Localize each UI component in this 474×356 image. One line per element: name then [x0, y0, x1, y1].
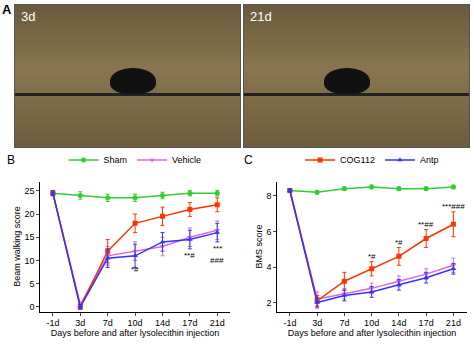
svg-text:Days before and after lysoleci: Days before and after lysolecithin injec…	[288, 328, 457, 338]
svg-text:*#: *#	[131, 265, 139, 274]
svg-text:25: 25	[24, 186, 34, 196]
svg-text:Days before and after lysoleci: Days before and after lysolecithin injec…	[51, 328, 220, 338]
svg-text:Antp: Antp	[420, 155, 439, 165]
svg-text:14d: 14d	[391, 318, 406, 328]
svg-text:*#: *#	[368, 252, 376, 261]
svg-text:***: ***	[213, 244, 222, 253]
svg-text:8: 8	[266, 191, 271, 201]
svg-text:10d: 10d	[364, 318, 379, 328]
svg-text:3d: 3d	[312, 318, 322, 328]
svg-text:###: ###	[210, 256, 224, 265]
svg-text:17d: 17d	[419, 318, 434, 328]
svg-text:3d: 3d	[75, 318, 85, 328]
svg-text:0: 0	[29, 302, 34, 312]
svg-text:-1d: -1d	[283, 318, 296, 328]
svg-text:**##: **##	[418, 220, 434, 229]
html-text:3d: 3d	[21, 9, 36, 24]
svg-text:15: 15	[24, 232, 34, 242]
svg-text:Sham: Sham	[104, 155, 128, 165]
svg-text:17d: 17d	[182, 318, 197, 328]
svg-text:-1d: -1d	[46, 318, 59, 328]
svg-text:14d: 14d	[155, 318, 170, 328]
svg-text:Vehicle: Vehicle	[172, 155, 201, 165]
svg-text:21d: 21d	[446, 318, 461, 328]
svg-text:BMS score: BMS score	[254, 225, 264, 269]
svg-text:10d: 10d	[128, 318, 143, 328]
svg-text:10: 10	[24, 256, 34, 266]
svg-text:6: 6	[266, 227, 271, 237]
svg-text:Beam walking score: Beam walking score	[12, 206, 22, 287]
html-text:21d: 21d	[250, 9, 272, 24]
svg-text:COG112: COG112	[340, 155, 375, 165]
html-text:A: A	[2, 2, 12, 17]
svg-text:7d: 7d	[103, 318, 113, 328]
svg-text:**#: **#	[184, 251, 195, 260]
svg-text:4: 4	[266, 262, 271, 272]
svg-text:*#: *#	[395, 238, 403, 247]
svg-text:7d: 7d	[339, 318, 349, 328]
svg-text:20: 20	[24, 209, 34, 219]
svg-text:5: 5	[29, 279, 34, 289]
svg-text:C: C	[244, 153, 253, 167]
svg-text:***###: ***###	[442, 202, 465, 211]
svg-text:B: B	[7, 153, 15, 167]
svg-text:2: 2	[266, 298, 271, 308]
svg-text:21d: 21d	[210, 318, 225, 328]
